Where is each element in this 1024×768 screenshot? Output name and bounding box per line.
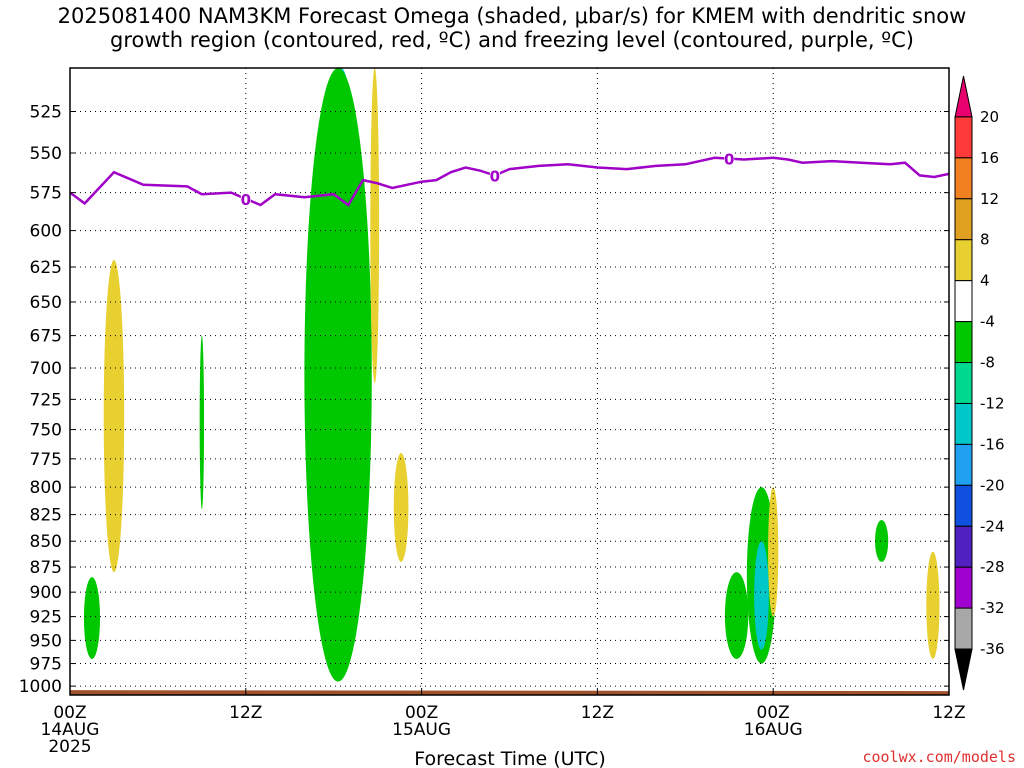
y-tick-label-600: 600 [30, 222, 62, 242]
colorbar-swatch-3 [954, 198, 973, 241]
y-tick-label-975: 975 [30, 655, 62, 675]
colorbar-label-7: -12 [980, 394, 1005, 412]
omega-region-5 [103, 259, 125, 573]
colorbar-label-1: 16 [980, 149, 999, 167]
x-axis-label: Forecast Time (UTC) [414, 748, 605, 768]
x-tick-label-0-2: 2025 [48, 737, 91, 757]
freezing-label-1: 0 [490, 167, 500, 185]
colorbar-swatch-13 [954, 607, 973, 650]
colorbar-swatch-4 [954, 239, 973, 282]
plot-frame [69, 67, 950, 696]
colorbar-swatch-9 [954, 443, 973, 486]
colorbar-swatch-12 [954, 566, 973, 609]
omega-region-11 [768, 487, 779, 617]
colorbar-label-6: -8 [980, 354, 995, 372]
colorbar-label-9: -20 [980, 476, 1005, 494]
colorbar-swatch-10 [954, 484, 973, 527]
colorbar-label-5: -4 [980, 313, 995, 331]
colorbar-swatch-14 [954, 648, 973, 691]
y-tick-label-900: 900 [30, 583, 62, 603]
watermark: coolwx.com/models [862, 748, 1016, 766]
y-tick-label-650: 650 [30, 293, 62, 313]
x-tick-label-60-0: 12Z [932, 703, 965, 723]
colorbar: 20 16 12 8 4 -4 -8 -12 -16 -20 -24 -28 -32 -36 [954, 75, 1005, 691]
y-tick-label-575: 575 [30, 184, 62, 204]
y-tick-label-875: 875 [30, 558, 62, 578]
colorbar-label-11: -28 [980, 558, 1005, 576]
ground-surface [70, 690, 949, 695]
y-tick-label-825: 825 [30, 506, 62, 526]
colorbar-swatch-0 [954, 75, 973, 118]
colorbar-swatch-1 [954, 116, 973, 159]
colorbar-label-2: 12 [980, 190, 999, 208]
omega-region-6 [370, 68, 380, 384]
y-tick-label-925: 925 [30, 608, 62, 628]
freezing-level-contour: 0 0 0 [70, 150, 949, 209]
y-tick-label-700: 700 [30, 359, 62, 379]
freezing-label-2: 0 [724, 151, 734, 169]
omega-shading [70, 68, 949, 695]
colorbar-swatch-8 [954, 402, 973, 445]
title-line-2: growth region (contoured, red, ºC) and f… [110, 28, 914, 52]
omega-region-7 [393, 453, 409, 562]
colorbar-label-12: -32 [980, 599, 1005, 617]
x-tick-label-24-0: 00Z [405, 703, 438, 723]
x-tick-label-48-0: 00Z [757, 703, 790, 723]
y-tick-label-675: 675 [30, 327, 62, 347]
chart-title: 2025081400 NAM3KM Forecast Omega (shaded… [0, 4, 1024, 52]
omega-region-8 [724, 572, 749, 659]
freezing-label-0: 0 [241, 191, 251, 209]
colorbar-swatch-7 [954, 362, 973, 404]
freezing-label-bg-2 [724, 150, 735, 167]
x-tick-label-48-1: 16AUG [744, 720, 803, 740]
x-tick-label-24-1: 15AUG [392, 720, 451, 740]
x-tick-label-12-0: 12Z [229, 703, 262, 723]
freezing-label-bg-0 [240, 190, 251, 207]
colorbar-label-10: -24 [980, 517, 1005, 535]
colorbar-label-3: 8 [980, 231, 990, 249]
colorbar-swatch-6 [954, 321, 973, 364]
y-tick-label-525: 525 [30, 103, 62, 123]
omega-region-10 [754, 541, 769, 650]
y-tick-label-950: 950 [30, 631, 62, 651]
x-tick-label-36-0: 12Z [581, 703, 614, 723]
y-tick-label-775: 775 [30, 450, 62, 470]
title-line-1: 2025081400 NAM3KM Forecast Omega (shaded… [57, 4, 967, 28]
colorbar-swatch-11 [954, 525, 973, 568]
omega-region-14 [83, 577, 101, 659]
y-tick-label-725: 725 [30, 390, 62, 410]
x-tick-label-0-1: 14AUG [41, 720, 100, 740]
y-tick-label-850: 850 [30, 532, 62, 552]
y-tick-label-750: 750 [30, 421, 62, 441]
colorbar-label-8: -16 [980, 435, 1005, 453]
x-tick-label-0-0: 00Z [53, 703, 86, 723]
freezing-level-line [70, 156, 949, 207]
y-tick-label-1000: 1000 [19, 677, 62, 697]
colorbar-label-4: 4 [980, 272, 990, 290]
colorbar-swatch-5 [954, 280, 973, 323]
y-tick-label-625: 625 [30, 258, 62, 278]
y-tick-label-550: 550 [30, 144, 62, 164]
y-tick-label-800: 800 [30, 478, 62, 498]
y-axis: 525 550 575 600 625 650 675 700 725 750 775 800 825 8… [19, 103, 949, 697]
freezing-label-bg-1 [489, 167, 500, 184]
colorbar-swatch-2 [954, 157, 973, 200]
omega-region-4 [304, 68, 372, 682]
omega-region-13 [926, 551, 940, 659]
omega-region-15 [199, 335, 205, 510]
colorbar-label-13: -36 [980, 640, 1005, 658]
colorbar-label-0: 20 [980, 108, 999, 126]
omega-region-12 [875, 519, 889, 562]
